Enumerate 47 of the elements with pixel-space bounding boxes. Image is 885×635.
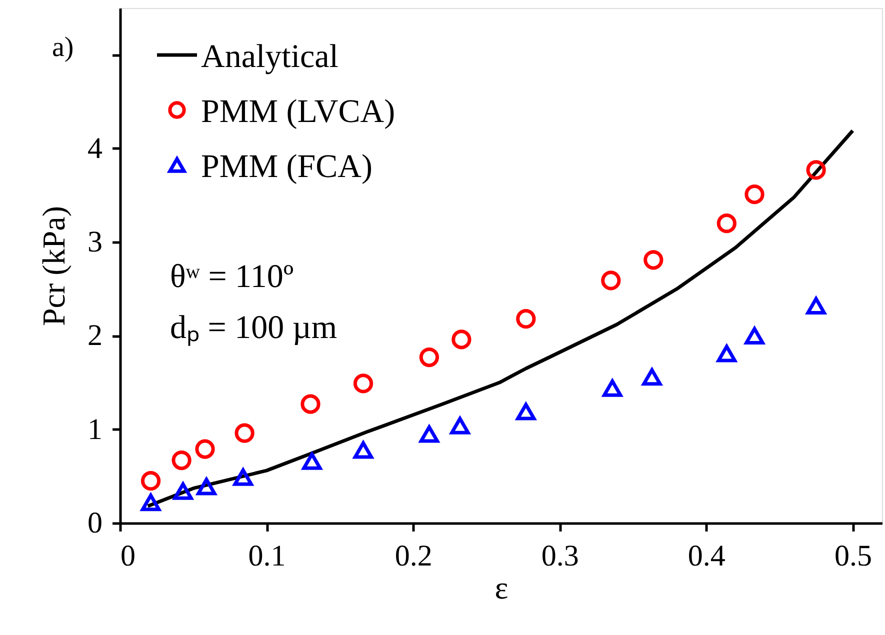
point [140, 494, 161, 512]
legend-label: PMM (FCA) [201, 149, 372, 185]
point [353, 374, 374, 394]
y-axis-title: Pcr (kPa) [36, 206, 72, 326]
point [233, 468, 253, 486]
x-tick-label: 0.1 [248, 540, 286, 572]
point [172, 450, 192, 470]
point [234, 423, 254, 443]
point [644, 250, 664, 270]
point [642, 368, 662, 386]
annotation: θʷ = 110º [170, 259, 294, 295]
point [602, 379, 622, 397]
point [716, 214, 736, 234]
point [516, 402, 536, 420]
legend-label: PMM (LVCA) [201, 94, 396, 130]
point [744, 326, 764, 344]
y-tick-label: 0 [88, 506, 102, 540]
y-tick-label: 2 [88, 319, 102, 352]
x-tick-label: 0.5 [834, 540, 872, 572]
point [140, 471, 161, 491]
x-tick-label: 0.4 [688, 540, 726, 572]
text: a) [52, 32, 74, 63]
point [173, 482, 193, 500]
annotation: dₚ = 100 µm [170, 310, 338, 346]
point [196, 478, 216, 496]
y-tick-label: 3 [88, 226, 102, 259]
y-tick-label: 1 [88, 412, 102, 446]
x-tick-label: 0.2 [394, 540, 432, 572]
point [806, 297, 826, 314]
y-tick-label: 4 [88, 132, 102, 165]
x-tick-label: 0.3 [541, 540, 579, 572]
point [195, 439, 215, 459]
point [419, 347, 440, 368]
point [806, 160, 826, 180]
point [353, 441, 374, 459]
point [302, 452, 322, 470]
point [450, 416, 470, 434]
legend-label: Analytical [201, 39, 338, 75]
point [601, 270, 621, 290]
point [744, 184, 764, 204]
x-axis-title: ε [494, 570, 508, 606]
point [516, 309, 536, 329]
x-tick-label: 0 [120, 540, 136, 572]
point [419, 425, 440, 443]
point [452, 330, 472, 350]
point [716, 344, 736, 362]
point [300, 394, 320, 414]
